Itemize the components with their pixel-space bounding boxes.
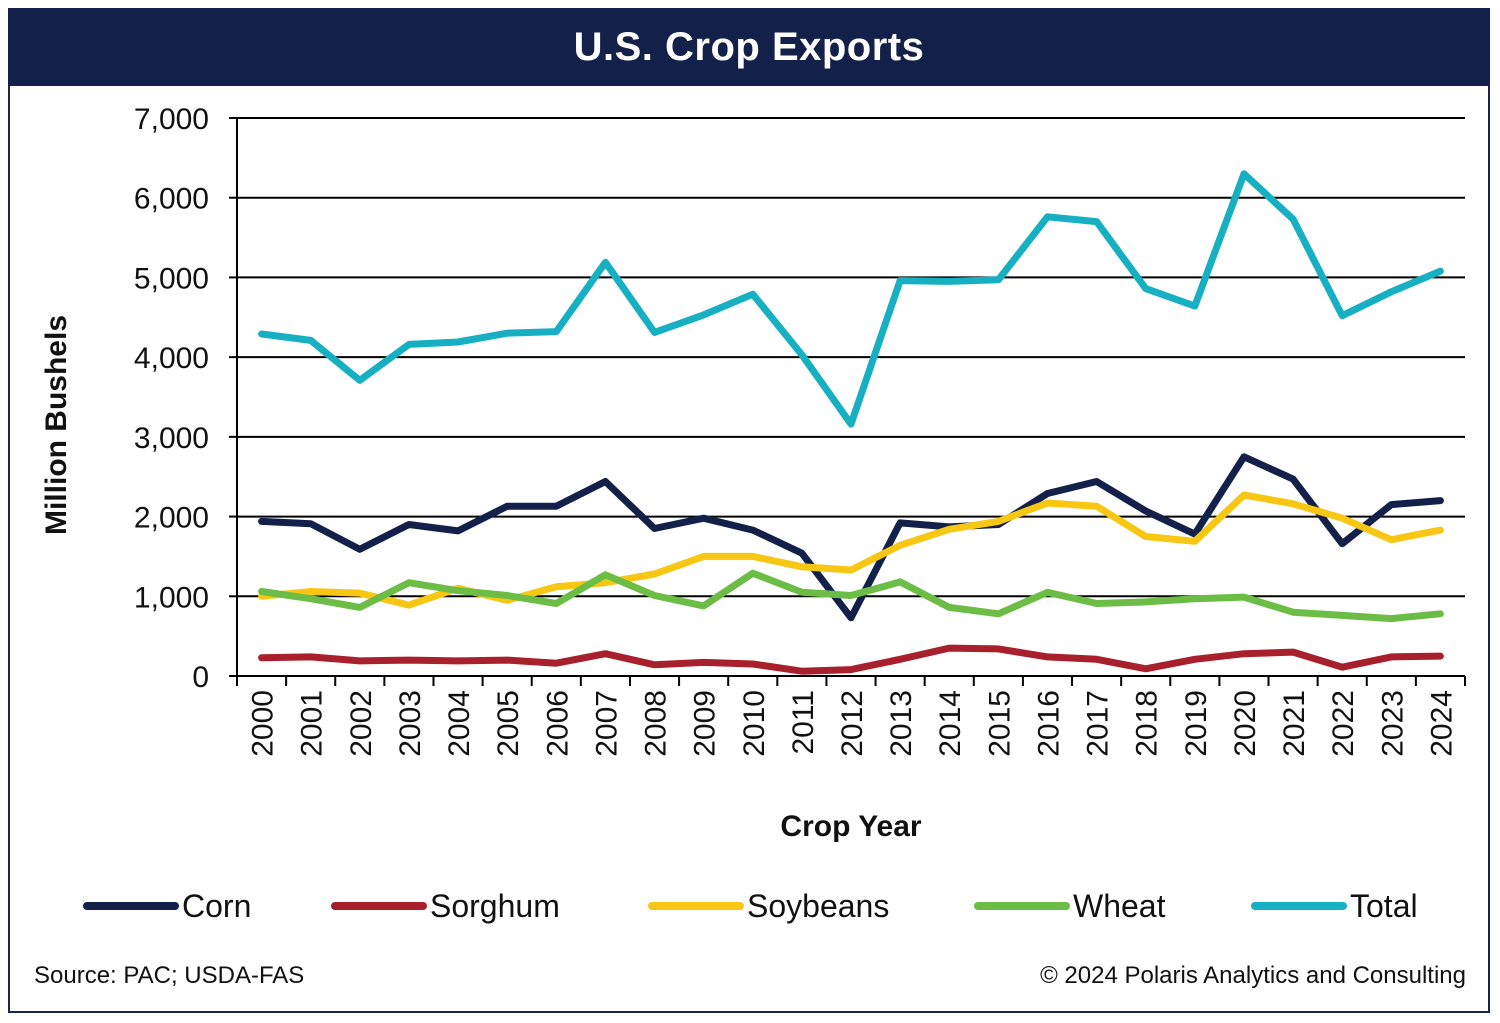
x-tick-label: 2007 (590, 690, 623, 757)
legend-label-wheat: Wheat (1073, 888, 1166, 924)
y-tick-label: 5,000 (134, 262, 209, 295)
x-tick-label: 2021 (1278, 690, 1311, 757)
x-tick-label: 2017 (1082, 690, 1115, 757)
series-line-total (258, 170, 1444, 428)
y-tick-label: 1,000 (134, 581, 209, 614)
series-line-sorghum (258, 644, 1444, 675)
legend-label-soybeans: Soybeans (747, 888, 889, 924)
x-tick-label: 2009 (689, 690, 722, 757)
x-tick-label: 2015 (983, 690, 1016, 757)
chart-title: U.S. Crop Exports (573, 24, 925, 69)
x-tick-label: 2020 (1229, 690, 1262, 757)
x-tick-label: 2001 (296, 690, 329, 757)
x-axis-title: Crop Year (780, 810, 922, 843)
x-tick-label: 2003 (394, 690, 427, 757)
y-tick-label: 3,000 (134, 422, 209, 455)
title-bar: U.S. Crop Exports (8, 8, 1490, 86)
y-axis-title: Million Bushels (40, 315, 73, 535)
x-tick-label: 2000 (247, 690, 280, 757)
legend-label-corn: Corn (182, 888, 251, 924)
x-tick-label: 2002 (345, 690, 378, 757)
x-tick-label: 2024 (1425, 690, 1458, 757)
x-tick-label: 2018 (1131, 690, 1164, 757)
x-tick-label: 2019 (1180, 690, 1213, 757)
x-tick-label: 2010 (738, 690, 771, 757)
y-tick-label: 0 (192, 661, 209, 694)
x-tick-label: 2004 (443, 690, 476, 757)
x-tick-label: 2014 (934, 690, 967, 757)
y-tick-label: 6,000 (134, 183, 209, 216)
y-tick-label: 2,000 (134, 502, 209, 535)
series-line-corn (258, 453, 1444, 622)
copyright-note: © 2024 Polaris Analytics and Consulting (1040, 962, 1466, 989)
source-note: Source: PAC; USDA-FAS (34, 962, 305, 989)
x-tick-label: 2005 (492, 690, 525, 757)
x-tick-label: 2008 (640, 690, 673, 757)
x-tick-label: 2023 (1376, 690, 1409, 757)
y-tick-label: 7,000 (134, 103, 209, 136)
x-tick-label: 2006 (541, 690, 574, 757)
series-line-wheat (258, 569, 1444, 623)
legend-label-sorghum: Sorghum (430, 888, 560, 924)
legend-label-total: Total (1350, 888, 1418, 924)
x-tick-label: 2012 (836, 690, 869, 757)
x-tick-label: 2016 (1032, 690, 1065, 757)
y-tick-label: 4,000 (134, 342, 209, 375)
x-tick-label: 2013 (885, 690, 918, 757)
x-tick-label: 2022 (1327, 690, 1360, 757)
x-tick-label: 2011 (787, 690, 820, 755)
